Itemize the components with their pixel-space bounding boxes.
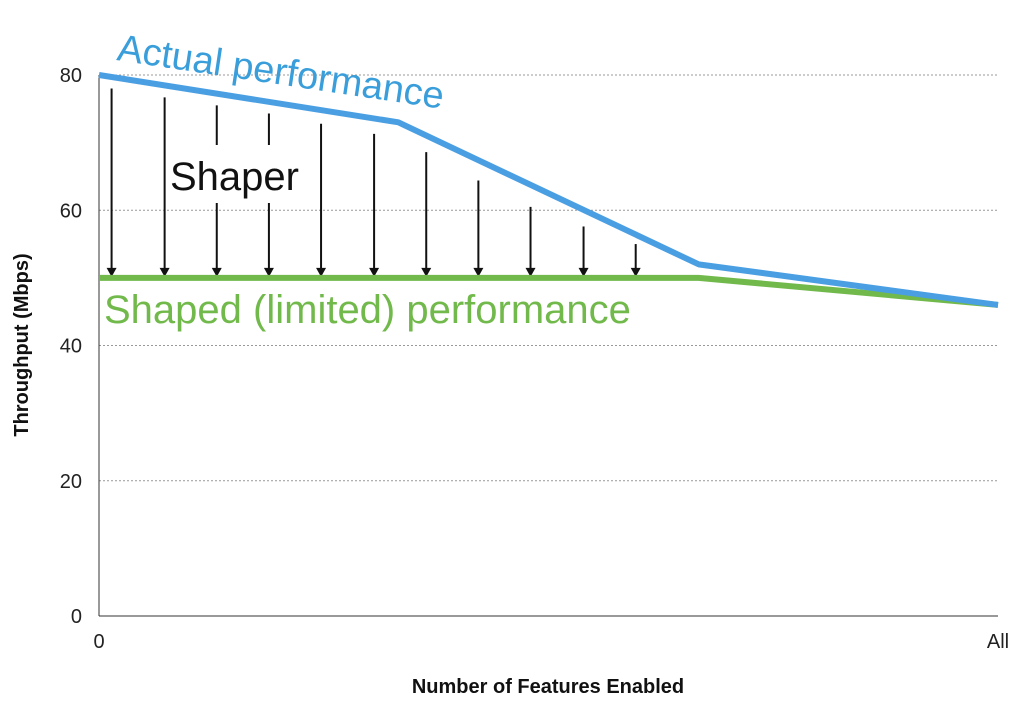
shaper-arrow-head — [473, 267, 484, 277]
shaper-arrow-head — [369, 267, 380, 277]
y-tick-labels: 0 20 40 60 80 — [60, 65, 82, 628]
shaper-arrow-head — [159, 267, 170, 277]
y-tick-label: 80 — [60, 65, 82, 87]
axes — [98, 75, 998, 617]
grid-lines — [99, 74, 998, 482]
shaper-arrow-head — [106, 267, 117, 277]
shaper-arrow-head — [211, 267, 222, 277]
shaper-arrow-head — [421, 267, 432, 277]
series-lines — [98, 72, 999, 308]
shaped-performance-line — [99, 274, 999, 308]
shaped-performance-label: Shaped (limited) performance — [104, 288, 631, 332]
x-axis-title: Number of Features Enabled — [412, 676, 684, 698]
shaper-arrow-head — [630, 267, 641, 277]
shaper-label: Shaper — [170, 155, 299, 199]
shaper-arrow-head — [316, 267, 327, 277]
x-tick-label: 0 — [93, 631, 104, 653]
shaper-arrow-head — [525, 267, 536, 277]
shaper-arrow-head — [578, 267, 589, 277]
x-tick-labels: 0 All — [93, 631, 1009, 653]
shaper-arrow-head — [263, 267, 274, 277]
actual-performance-line — [98, 72, 999, 308]
y-tick-label: 20 — [60, 471, 82, 493]
shaper-label-background — [168, 145, 313, 203]
y-axis-title: Throughput (Mbps) — [11, 253, 33, 436]
y-tick-label: 0 — [71, 606, 82, 628]
y-tick-label: 60 — [60, 200, 82, 222]
x-tick-label: All — [987, 631, 1009, 653]
y-tick-label: 40 — [60, 336, 82, 358]
